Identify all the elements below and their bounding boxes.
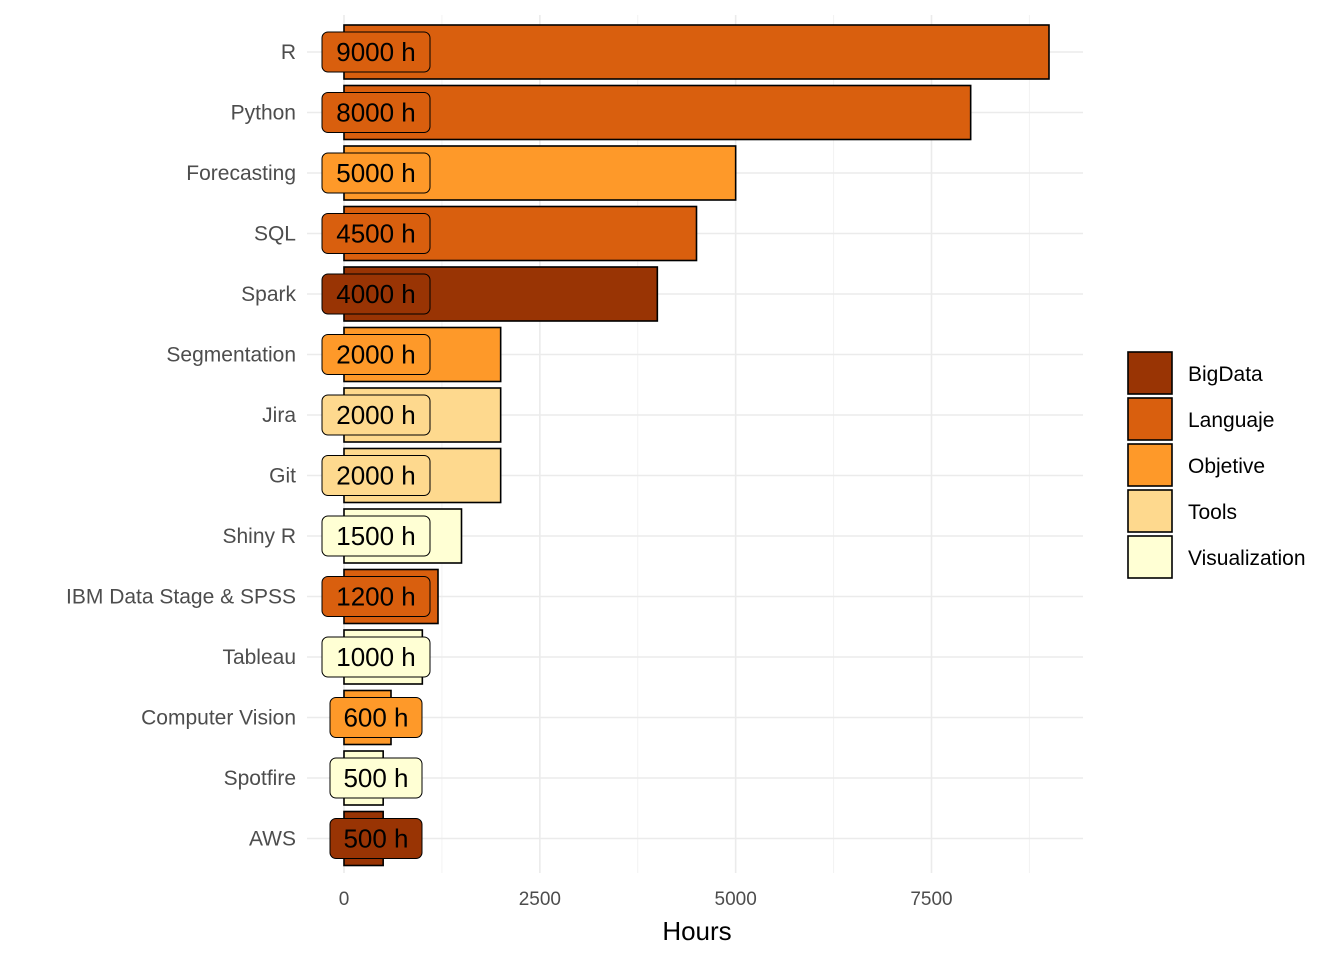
data-label: 2000 h [336, 340, 416, 370]
x-axis-tick-labels: 0 2500 5000 7500 [339, 889, 953, 910]
x-axis-title: Hours [662, 916, 731, 946]
data-label: 2000 h [336, 461, 416, 491]
legend-label: Visualization [1188, 547, 1306, 570]
bars [343, 24, 1050, 867]
data-label-box [321, 31, 431, 73]
data-label-box [321, 334, 431, 375]
category-label: Spotfire [224, 767, 296, 790]
legend-key [1127, 535, 1173, 579]
data-label-box [321, 152, 431, 194]
data-label-box [321, 636, 431, 678]
category-label: Jira [262, 404, 296, 427]
data-label: 600 h [343, 703, 408, 733]
data-label: 500 h [343, 763, 408, 793]
data-label: 1500 h [336, 521, 416, 551]
legend-key [1127, 351, 1173, 395]
data-label-box [329, 697, 423, 738]
legend-key [1127, 489, 1173, 533]
category-label: Spark [241, 283, 296, 306]
data-label-box [321, 273, 431, 315]
category-label: Tableau [222, 646, 296, 669]
data-label-box [321, 455, 431, 496]
x-tick-label: 7500 [910, 889, 952, 910]
category-labels: R Python Forecasting SQL Spark Segmentation Ji… [66, 41, 296, 851]
category-label: Segmentation [166, 344, 296, 367]
legend-key [1127, 397, 1173, 441]
data-label-box [321, 213, 431, 254]
category-label: Forecasting [186, 162, 296, 185]
data-label-box [321, 576, 431, 617]
bar [343, 84, 972, 141]
data-label-box [321, 515, 431, 557]
data-label: 4000 h [336, 279, 416, 309]
data-label: 500 h [343, 824, 408, 854]
data-label-box [321, 92, 431, 133]
data-label: 1200 h [336, 582, 416, 612]
data-labels: 9000 h 8000 h 5000 h 4500 h 4000 h 2000 h 2000… [321, 31, 431, 859]
legend-label: Objetive [1188, 455, 1265, 478]
category-label: Git [269, 465, 296, 488]
data-label-box [329, 818, 423, 859]
legend-label: BigData [1188, 363, 1263, 386]
category-label: IBM Data Stage & SPSS [66, 586, 296, 609]
data-label: 8000 h [336, 98, 416, 128]
x-tick-label: 0 [339, 889, 350, 910]
data-label-box [329, 757, 423, 799]
x-tick-label: 5000 [715, 889, 757, 910]
bar [343, 24, 1050, 80]
data-label: 2000 h [336, 400, 416, 430]
category-label: AWS [249, 828, 296, 851]
category-label: Computer Vision [141, 707, 296, 730]
data-label: 4500 h [336, 219, 416, 249]
category-label: R [281, 41, 296, 64]
category-label: Python [231, 102, 296, 125]
x-tick-label: 2500 [519, 889, 561, 910]
data-label: 5000 h [336, 158, 416, 188]
data-label: 1000 h [336, 642, 416, 672]
grid-lines [307, 15, 1083, 873]
data-label: 9000 h [336, 37, 416, 67]
legend-label: Languaje [1188, 409, 1274, 432]
legend-key [1127, 443, 1173, 487]
legend-label: Tools [1188, 501, 1237, 524]
data-label-box [321, 394, 431, 436]
category-label: Shiny R [222, 525, 296, 548]
legend: BigData Languaje Objetive Tools Visualizatio… [1127, 351, 1306, 579]
category-label: SQL [254, 223, 296, 246]
